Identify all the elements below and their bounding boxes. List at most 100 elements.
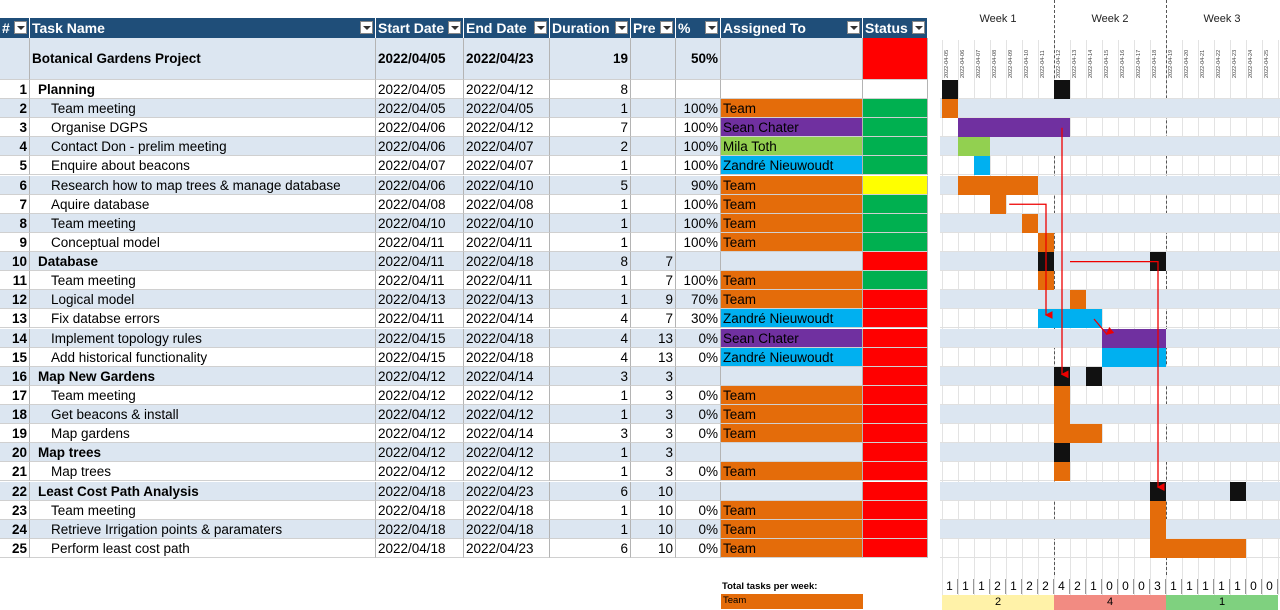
task-start-cell[interactable]: 2022/04/12: [376, 462, 464, 482]
task-end-cell[interactable]: 2022/04/13: [464, 290, 550, 310]
task-pre-cell[interactable]: [631, 137, 676, 157]
task-dur-cell[interactable]: 5: [550, 175, 631, 195]
task-name-cell[interactable]: Fix databse errors: [30, 309, 376, 329]
status-cell[interactable]: [863, 462, 928, 482]
task-pct-cell[interactable]: 0%: [676, 328, 721, 348]
status-cell[interactable]: [863, 156, 928, 176]
col-pct-header[interactable]: %: [676, 18, 721, 38]
task-pre-cell[interactable]: 10: [631, 538, 676, 558]
filter-dropdown-icon[interactable]: [847, 21, 860, 34]
summary-milestone[interactable]: [1086, 366, 1102, 386]
assigned-cell[interactable]: Team: [721, 175, 863, 195]
task-bar[interactable]: [1054, 385, 1070, 405]
task-pct-cell[interactable]: 100%: [676, 271, 721, 291]
assigned-cell[interactable]: [721, 80, 863, 99]
task-start-cell[interactable]: 2022/04/18: [376, 519, 464, 539]
task-bar[interactable]: [1150, 519, 1166, 539]
assigned-cell[interactable]: Team: [721, 271, 863, 291]
status-cell[interactable]: [863, 443, 928, 463]
task-pre-cell[interactable]: 7: [631, 252, 676, 272]
task-bar[interactable]: [1054, 462, 1070, 482]
task-pre-cell[interactable]: [631, 213, 676, 233]
col-pre-header[interactable]: Pre: [631, 18, 676, 38]
task-name-cell[interactable]: Enquire about beacons: [30, 156, 376, 176]
project-start[interactable]: 2022/04/05: [376, 38, 464, 80]
task-start-cell[interactable]: 2022/04/07: [376, 156, 464, 176]
task-bar[interactable]: [1054, 405, 1070, 425]
filter-dropdown-icon[interactable]: [360, 21, 373, 34]
filter-dropdown-icon[interactable]: [615, 21, 628, 34]
filter-dropdown-icon[interactable]: [705, 21, 718, 34]
status-cell[interactable]: [863, 424, 928, 444]
task-dur-cell[interactable]: 1: [550, 232, 631, 252]
col-assigned-header[interactable]: Assigned To: [721, 18, 863, 38]
status-cell[interactable]: [863, 538, 928, 558]
status-cell[interactable]: [863, 194, 928, 214]
task-name-cell[interactable]: Retrieve Irrigation points & paramaters: [30, 519, 376, 539]
task-start-cell[interactable]: 2022/04/12: [376, 405, 464, 425]
task-number-cell[interactable]: 8: [0, 213, 30, 233]
task-pct-cell[interactable]: 0%: [676, 519, 721, 539]
status-cell[interactable]: [863, 290, 928, 310]
task-number-cell[interactable]: 21: [0, 462, 30, 482]
task-name-cell[interactable]: Map trees: [30, 462, 376, 482]
col-start-header[interactable]: Start Date: [376, 18, 464, 38]
task-dur-cell[interactable]: 3: [550, 366, 631, 386]
task-name-cell[interactable]: Database: [30, 252, 376, 272]
task-number-cell[interactable]: 23: [0, 500, 30, 520]
summary-milestone[interactable]: [1054, 80, 1070, 99]
task-pct-cell[interactable]: 90%: [676, 175, 721, 195]
task-bar[interactable]: [1022, 213, 1038, 233]
status-cell[interactable]: [863, 309, 928, 329]
task-pct-cell[interactable]: 100%: [676, 194, 721, 214]
task-number-cell[interactable]: 13: [0, 309, 30, 329]
status-cell[interactable]: [863, 405, 928, 425]
task-pre-cell[interactable]: [631, 80, 676, 99]
task-end-cell[interactable]: 2022/04/18: [464, 500, 550, 520]
task-start-cell[interactable]: 2022/04/12: [376, 366, 464, 386]
status-cell[interactable]: [863, 80, 928, 99]
task-number-cell[interactable]: 9: [0, 232, 30, 252]
task-start-cell[interactable]: 2022/04/18: [376, 481, 464, 501]
task-end-cell[interactable]: 2022/04/12: [464, 462, 550, 482]
task-pct-cell[interactable]: 0%: [676, 462, 721, 482]
task-number-cell[interactable]: 18: [0, 405, 30, 425]
task-dur-cell[interactable]: 7: [550, 118, 631, 138]
status-cell[interactable]: [863, 137, 928, 157]
task-pre-cell[interactable]: [631, 175, 676, 195]
task-dur-cell[interactable]: 1: [550, 194, 631, 214]
assigned-cell[interactable]: Team: [721, 519, 863, 539]
task-pre-cell[interactable]: 9: [631, 290, 676, 310]
task-number-cell[interactable]: 16: [0, 366, 30, 386]
task-dur-cell[interactable]: 1: [550, 462, 631, 482]
task-end-cell[interactable]: 2022/04/11: [464, 232, 550, 252]
task-number-cell[interactable]: 14: [0, 328, 30, 348]
task-name-cell[interactable]: Implement topology rules: [30, 328, 376, 348]
task-bar[interactable]: [1102, 347, 1166, 367]
task-pct-cell[interactable]: 0%: [676, 538, 721, 558]
project-pct[interactable]: 50%: [676, 38, 721, 80]
task-pct-cell[interactable]: 0%: [676, 385, 721, 405]
status-cell[interactable]: [863, 213, 928, 233]
task-pre-cell[interactable]: [631, 99, 676, 119]
assigned-cell[interactable]: Team: [721, 232, 863, 252]
task-pct-cell[interactable]: 0%: [676, 500, 721, 520]
project-status[interactable]: [863, 38, 928, 80]
task-number-cell[interactable]: 4: [0, 137, 30, 157]
summary-milestone[interactable]: [1038, 252, 1054, 272]
task-bar[interactable]: [1150, 538, 1246, 558]
task-name-cell[interactable]: Team meeting: [30, 213, 376, 233]
task-name-cell[interactable]: Planning: [30, 80, 376, 99]
task-name-cell[interactable]: Add historical functionality: [30, 347, 376, 367]
status-cell[interactable]: [863, 385, 928, 405]
task-dur-cell[interactable]: 6: [550, 481, 631, 501]
task-start-cell[interactable]: 2022/04/18: [376, 500, 464, 520]
assigned-cell[interactable]: [721, 443, 863, 463]
status-cell[interactable]: [863, 347, 928, 367]
summary-milestone[interactable]: [1150, 252, 1166, 272]
task-end-cell[interactable]: 2022/04/18: [464, 328, 550, 348]
task-pre-cell[interactable]: 3: [631, 424, 676, 444]
task-start-cell[interactable]: 2022/04/18: [376, 538, 464, 558]
task-dur-cell[interactable]: 1: [550, 519, 631, 539]
assigned-cell[interactable]: Team: [721, 213, 863, 233]
